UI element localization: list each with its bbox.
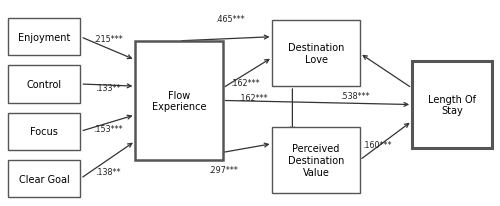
Text: .162***: .162*** — [238, 93, 268, 102]
Text: Clear Goal: Clear Goal — [19, 174, 70, 184]
Text: .215***: .215*** — [93, 35, 123, 44]
Text: .538***: .538*** — [340, 91, 370, 100]
Text: .297***: .297*** — [208, 165, 238, 174]
FancyBboxPatch shape — [272, 21, 360, 87]
FancyBboxPatch shape — [8, 160, 81, 197]
FancyBboxPatch shape — [412, 62, 492, 148]
Text: Length Of
Stay: Length Of Stay — [428, 94, 476, 116]
Text: .160***: .160*** — [362, 140, 392, 149]
Text: Control: Control — [27, 80, 62, 90]
FancyBboxPatch shape — [136, 42, 222, 160]
FancyBboxPatch shape — [8, 19, 81, 56]
FancyBboxPatch shape — [8, 113, 81, 150]
Text: .133**: .133** — [95, 83, 120, 92]
Text: .153***: .153*** — [93, 124, 122, 133]
Text: .162***: .162*** — [230, 79, 260, 88]
Text: Enjoyment: Enjoyment — [18, 33, 70, 42]
Text: Focus: Focus — [30, 127, 58, 137]
Text: Flow
Experience: Flow Experience — [152, 90, 206, 112]
Text: Destination
Love: Destination Love — [288, 43, 344, 65]
FancyBboxPatch shape — [8, 66, 81, 103]
Text: .138**: .138** — [95, 167, 120, 176]
Text: .465***: .465*** — [215, 15, 245, 23]
Text: Perceived
Destination
Value: Perceived Destination Value — [288, 144, 344, 177]
FancyBboxPatch shape — [272, 128, 360, 193]
